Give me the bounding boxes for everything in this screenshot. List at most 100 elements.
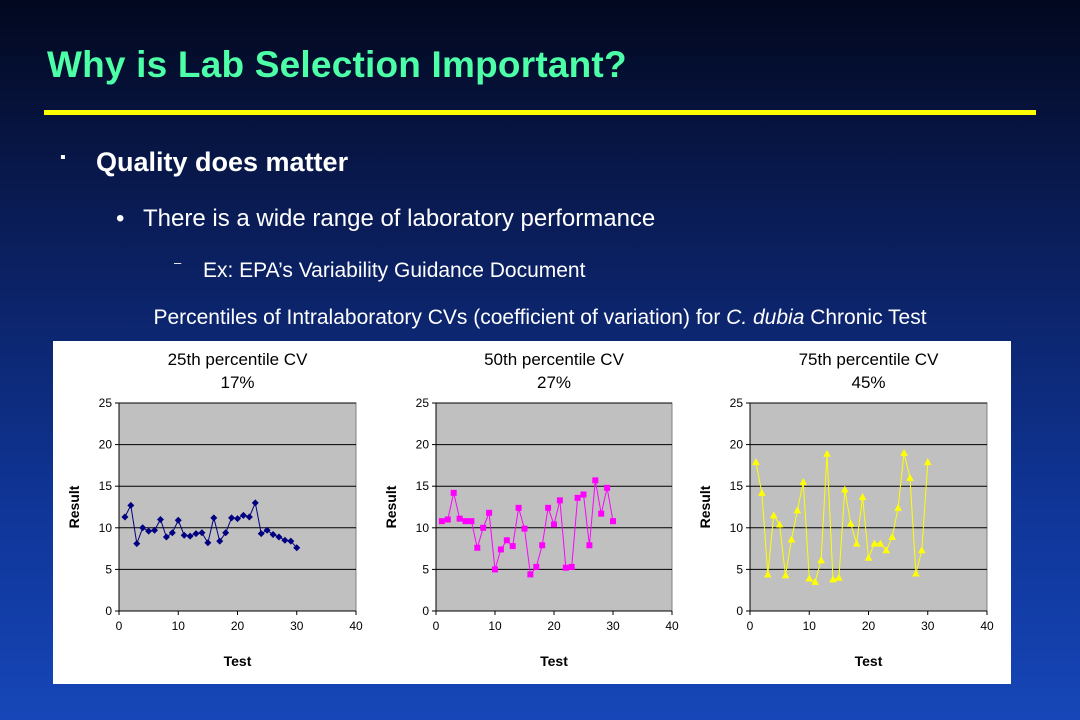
data-point [450, 489, 457, 496]
dash-bullet-icon: – [174, 255, 182, 270]
data-point [192, 530, 200, 538]
y-tick-label: 10 [99, 521, 113, 535]
data-point [923, 458, 932, 466]
data-point [918, 546, 926, 554]
data-point [894, 503, 902, 511]
data-point [257, 530, 265, 538]
data-point [811, 577, 819, 585]
dot-bullet-icon: • [116, 205, 125, 232]
x-tick-label: 40 [980, 619, 994, 633]
bullet-level2-text: There is a wide range of laboratory perf… [143, 205, 656, 232]
y-tick-label: 25 [730, 396, 744, 410]
data-point [533, 563, 540, 570]
data-point [906, 473, 914, 481]
x-tick-label: 30 [921, 619, 935, 633]
y-axis-label: Result [697, 485, 713, 528]
data-point [562, 564, 569, 571]
data-point [222, 529, 230, 537]
data-point [556, 497, 563, 504]
data-point [781, 571, 790, 579]
x-axis-label: Test [540, 653, 568, 669]
data-point [515, 504, 522, 511]
data-point [586, 542, 593, 549]
x-tick-label: 20 [231, 619, 245, 633]
data-point [486, 509, 493, 516]
data-point [852, 539, 861, 547]
chart-2 [432, 402, 673, 615]
data-point [835, 573, 843, 581]
charts-svg: 0 5 10 15 20 25 0 10 20 30 40 25th percentile CV 17%… [66, 350, 994, 669]
data-point [568, 563, 575, 570]
series-line [755, 452, 929, 583]
data-point [888, 532, 896, 540]
y-axis-label: Result [383, 485, 399, 528]
data-point [805, 574, 814, 582]
chart-3 [746, 402, 988, 615]
caption-text-end: Chronic Test [804, 306, 927, 329]
data-point [210, 514, 218, 522]
data-point [180, 531, 188, 539]
data-point [438, 518, 445, 525]
data-point [527, 571, 534, 578]
x-tick-label: 30 [290, 619, 304, 633]
caption-text-start: Percentiles of Intralaboratory CVs (coef… [153, 306, 727, 329]
data-point [503, 537, 510, 544]
data-point [598, 510, 605, 517]
data-point [281, 536, 289, 544]
data-point [882, 546, 891, 554]
data-point [545, 504, 552, 511]
data-point [763, 570, 772, 578]
data-point [793, 506, 802, 514]
data-point [574, 494, 581, 501]
data-point [444, 516, 451, 523]
data-point [198, 529, 206, 537]
data-point [462, 518, 469, 525]
data-point [900, 448, 908, 456]
data-point [841, 485, 849, 493]
chart-caption: Percentiles of Intralaboratory CVs (coef… [0, 306, 1080, 330]
plot-area [749, 402, 988, 612]
x-tick-label: 10 [488, 619, 502, 633]
data-point [787, 535, 796, 543]
data-point [870, 539, 879, 547]
x-tick-label: 20 [862, 619, 876, 633]
data-point [145, 527, 153, 535]
data-point [228, 514, 236, 522]
data-point [456, 515, 463, 522]
data-point [480, 524, 487, 531]
chart-subtitle: 45% [851, 373, 885, 392]
chart-1 [115, 402, 357, 615]
data-point [174, 516, 182, 524]
y-tick-label: 15 [730, 479, 744, 493]
y-tick-label: 10 [416, 521, 430, 535]
data-point [186, 532, 194, 540]
y-tick-label: 5 [736, 562, 743, 576]
data-point [864, 553, 873, 561]
data-point [858, 493, 867, 501]
y-tick-label: 20 [416, 438, 430, 452]
x-tick-label: 40 [349, 619, 363, 633]
data-point [521, 525, 528, 532]
x-tick-label: 0 [747, 619, 754, 633]
y-tick-label: 25 [416, 396, 430, 410]
data-point [162, 533, 170, 541]
chart-subtitle: 17% [220, 373, 254, 392]
data-point [592, 477, 599, 484]
data-point [775, 520, 784, 528]
x-tick-label: 10 [803, 619, 817, 633]
y-tick-label: 0 [422, 604, 429, 618]
data-point [293, 544, 301, 552]
data-point [251, 499, 259, 507]
y-tick-label: 15 [416, 479, 430, 493]
data-point [604, 484, 611, 491]
x-axis-label: Test [855, 653, 883, 669]
data-point [239, 511, 247, 519]
x-tick-label: 40 [665, 619, 679, 633]
chart-title: 75th percentile CV [799, 350, 940, 369]
x-axis-label: Test [224, 653, 252, 669]
data-point [234, 515, 241, 523]
y-axis-label: Result [66, 485, 82, 528]
data-point [497, 546, 504, 553]
chart-title: 50th percentile CV [484, 350, 625, 369]
slide-title: Why is Lab Selection Important? [47, 44, 627, 85]
